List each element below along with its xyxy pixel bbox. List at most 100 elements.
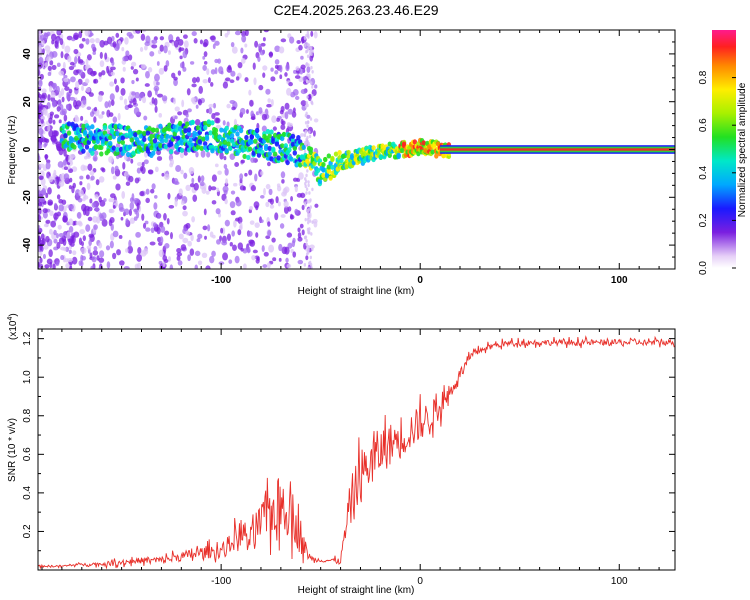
spectrogram-noise-blob <box>295 66 300 71</box>
spectrogram-noise-blob <box>150 188 155 194</box>
spectrogram-noise-blob <box>309 255 313 260</box>
spectrogram-noise-blob <box>298 44 303 51</box>
spectrogram-noise-blob <box>92 51 96 55</box>
spectrogram-noise-blob <box>58 180 65 187</box>
spectrogram-noise-blob <box>222 252 229 261</box>
spectrogram-noise-blob <box>305 238 308 243</box>
spectrogram-noise-blob <box>109 217 115 224</box>
spectrogram-noise-blob <box>176 252 183 257</box>
spectrogram-noise-blob <box>53 229 57 236</box>
spectrogram-noise-blob <box>228 259 233 264</box>
spectrogram-noise-blob <box>67 155 73 163</box>
spectrogram-noise-blob <box>287 242 293 249</box>
spectrogram-ridge-blob <box>249 134 254 140</box>
spectrogram-noise-blob <box>303 36 307 40</box>
spectrogram-noise-blob <box>304 129 308 134</box>
spectrogram-noise-blob <box>120 216 124 221</box>
spectrogram-ridge-blob <box>195 125 201 131</box>
spectrogram-noise-blob <box>51 33 57 42</box>
spectrogram-noise-blob <box>222 81 229 89</box>
spectrogram-noise-blob <box>45 138 50 143</box>
spectrogram-noise-blob <box>180 169 184 175</box>
spectrogram-noise-blob <box>262 65 268 71</box>
spectrogram-noise-blob <box>167 256 171 262</box>
spectrogram-noise-blob <box>71 166 78 173</box>
spectrogram-noise-blob <box>86 106 92 111</box>
spectrogram-noise-blob <box>250 110 254 118</box>
spectrogram-noise-blob <box>159 36 165 41</box>
spectrogram-ridge-blob <box>229 133 235 139</box>
spectrogram-noise-blob <box>310 30 314 37</box>
spectrogram-noise-blob <box>77 197 83 203</box>
spectrogram-noise-blob <box>242 186 246 191</box>
spectrogram-noise-blob <box>81 37 86 42</box>
spectrogram-ridge-blob <box>124 132 129 138</box>
spectrogram-noise-blob <box>233 182 238 187</box>
spectrogram-ridge-blob <box>249 139 254 145</box>
spectrogram-noise-blob <box>157 93 163 98</box>
spectrogram-ridge-blob <box>421 140 426 146</box>
spectrogram-noise-blob <box>286 87 292 96</box>
spectrogram-noise-blob <box>274 70 279 75</box>
spectrogram-noise-blob <box>121 46 125 52</box>
spectrogram-noise-blob <box>153 98 158 106</box>
spectrogram-noise-blob <box>82 196 86 202</box>
spectrogram-noise-blob <box>215 124 222 129</box>
spectrogram-ridge-blob <box>151 127 156 133</box>
spectrogram-tone-band-core <box>440 148 675 151</box>
spectrogram-noise-blob <box>224 198 228 205</box>
spectrogram-noise-blob <box>75 221 79 226</box>
spectrogram-noise-blob <box>65 154 69 162</box>
spectrogram-noise-blob <box>44 45 51 52</box>
spectrogram-noise-blob <box>74 56 78 65</box>
spectrogram-ridge-blob <box>115 131 120 137</box>
spectrogram-noise-blob <box>158 67 165 75</box>
spectrogram-noise-blob <box>241 30 247 37</box>
spectrogram-noise-blob <box>306 220 310 225</box>
spectrogram-noise-blob <box>202 55 206 60</box>
spectrogram-noise-blob <box>209 35 216 41</box>
spectrogram-noise-blob <box>267 161 271 167</box>
spectrogram-ridge-blob <box>84 144 90 150</box>
spectrogram-noise-blob <box>244 77 249 83</box>
spectrogram-ridge-blob <box>99 151 104 157</box>
spectrogram-noise-blob <box>40 119 44 124</box>
spectrogram-noise-blob <box>303 263 307 267</box>
spectrogram-noise-blob <box>308 79 311 83</box>
spectrogram-noise-blob <box>305 61 309 66</box>
spectrogram-noise-blob <box>177 111 183 116</box>
spectrogram-noise-blob <box>130 61 137 67</box>
spectrogram-ridge-blob <box>246 154 251 161</box>
spectrogram-noise-blob <box>300 133 305 137</box>
spectrogram-noise-blob <box>115 143 121 148</box>
spectrogram-noise-blob <box>56 176 60 185</box>
spectrogram-noise-blob <box>41 238 46 246</box>
spectrogram-noise-blob <box>84 64 89 70</box>
spectrogram-noise-blob <box>63 247 67 252</box>
spectrogram-noise-blob <box>41 188 46 196</box>
spectrogram-noise-blob <box>125 248 129 253</box>
spectrogram-noise-blob <box>93 79 97 84</box>
spectrogram-noise-blob <box>307 230 310 235</box>
colorbar: 0.0 0.2 0.4 0.6 0.8 Normalized spectral ampl… <box>698 30 748 275</box>
spectrogram-ytick-label: 40 <box>22 48 33 60</box>
spectrogram-noise-blob <box>169 264 174 269</box>
snr-frame <box>38 329 675 570</box>
spectrogram-noise-blob <box>156 61 160 66</box>
spectrogram-noise-blob <box>305 33 308 38</box>
spectrogram-noise-blob <box>263 187 266 196</box>
spectrogram-noise-blob <box>74 116 80 123</box>
spectrogram-noise-blob <box>86 182 91 191</box>
spectrogram-noise-blob <box>217 58 222 64</box>
spectrogram-ridge-blob <box>217 134 222 140</box>
spectrogram-noise-blob <box>143 115 148 121</box>
spectrogram-noise-blob <box>306 114 311 119</box>
spectrogram-noise-blob <box>98 242 103 249</box>
spectrogram-noise-blob <box>178 188 183 196</box>
spectrogram-noise-blob <box>48 176 54 183</box>
spectrogram-noise-blob <box>207 224 211 232</box>
spectrogram-noise-blob <box>313 221 318 228</box>
spectrogram-ridge-blob <box>72 144 77 150</box>
spectrogram-noise-blob <box>182 205 187 211</box>
spectrogram-noise-blob <box>53 238 58 244</box>
